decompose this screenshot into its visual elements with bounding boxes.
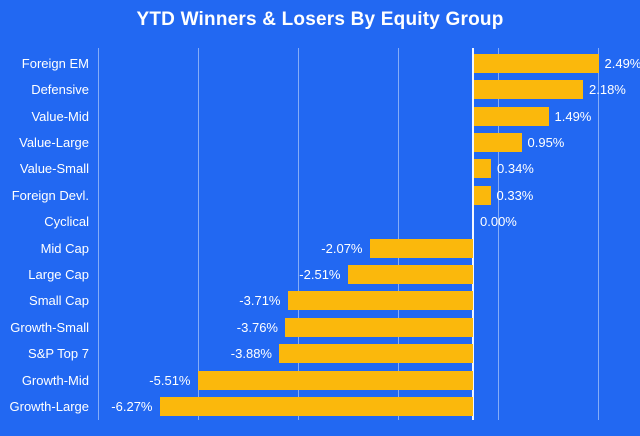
category-label-growth-small: Growth-Small	[10, 320, 89, 335]
value-label-growth-small: -3.76%	[236, 320, 278, 335]
category-label-mid-cap: Mid Cap	[40, 241, 89, 256]
category-label-large-cap: Large Cap	[28, 267, 89, 282]
value-label-value-large: 0.95%	[527, 135, 565, 150]
value-label-s-p-top-7: -3.88%	[230, 346, 272, 361]
bar-growth-mid	[197, 371, 473, 390]
category-label-s-p-top-7: S&P Top 7	[28, 346, 89, 361]
category-label-foreign-devl: Foreign Devl.	[11, 188, 89, 203]
bar-large-cap	[347, 265, 473, 284]
gridline	[498, 48, 499, 420]
bar-s-p-top-7	[279, 344, 473, 363]
value-label-growth-large: -6.27%	[111, 399, 153, 414]
bar-foreign-devl	[474, 186, 491, 205]
bar-value-small	[474, 159, 491, 178]
bar-value-large	[474, 133, 522, 152]
category-label-foreign-em: Foreign EM	[21, 56, 89, 71]
bar-defensive	[474, 80, 583, 99]
bar-value-mid	[474, 107, 549, 126]
bar-small-cap	[287, 291, 473, 310]
bar-foreign-em	[474, 54, 599, 73]
bar-mid-cap	[369, 239, 473, 258]
category-label-value-large: Value-Large	[19, 135, 89, 150]
category-label-growth-mid: Growth-Mid	[21, 373, 89, 388]
value-label-large-cap: -2.51%	[299, 267, 341, 282]
value-label-growth-mid: -5.51%	[149, 373, 191, 388]
value-label-small-cap: -3.71%	[239, 293, 281, 308]
gridline	[398, 48, 399, 420]
gridline	[598, 48, 599, 420]
category-label-small-cap: Small Cap	[29, 293, 89, 308]
zero-axis-line	[472, 48, 474, 420]
value-label-foreign-em: 2.49%	[604, 56, 640, 71]
category-label-value-small: Value-Small	[19, 161, 89, 176]
plot-left-border	[98, 48, 99, 420]
category-label-defensive: Defensive	[31, 82, 89, 97]
gridline	[298, 48, 299, 420]
chart-title: YTD Winners & Losers By Equity Group	[136, 9, 504, 30]
value-label-value-mid: 1.49%	[554, 109, 592, 124]
category-label-cyclical: Cyclical	[44, 214, 89, 229]
value-label-mid-cap: -2.07%	[321, 241, 363, 256]
value-label-foreign-devl: 0.33%	[496, 188, 534, 203]
value-label-cyclical: 0.00%	[480, 214, 517, 229]
bar-growth-small	[285, 318, 473, 337]
value-label-defensive: 2.18%	[589, 82, 626, 97]
category-label-value-mid: Value-Mid	[31, 109, 89, 124]
gridline	[198, 48, 199, 420]
category-label-growth-large: Growth-Large	[9, 399, 89, 414]
value-label-value-small: 0.34%	[497, 161, 534, 176]
bar-growth-large	[159, 397, 473, 416]
